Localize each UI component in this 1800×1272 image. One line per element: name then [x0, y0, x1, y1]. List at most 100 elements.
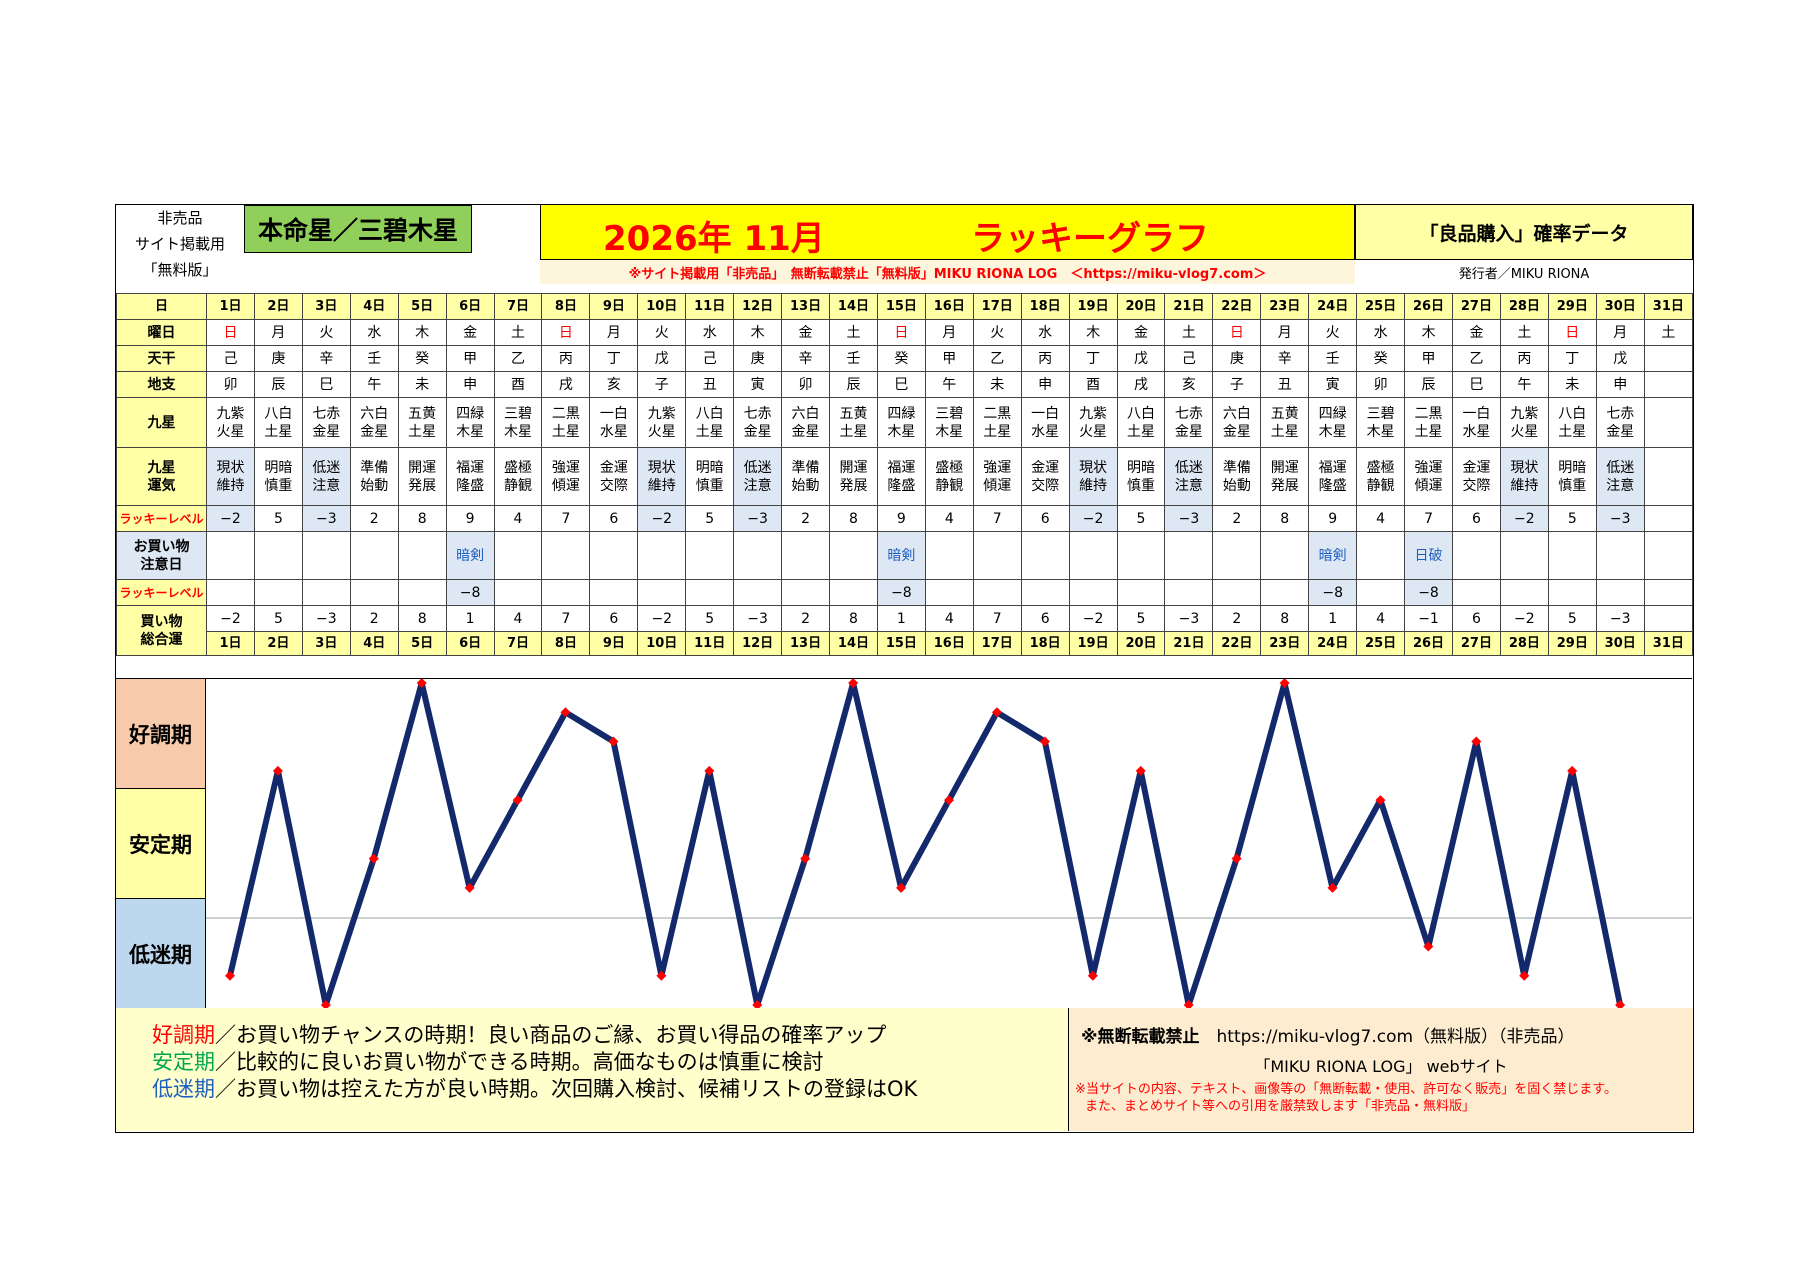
caution-cell [1260, 531, 1310, 580]
day-cell: 17日 [972, 293, 1022, 320]
lucky-level-cell: −3 [1595, 505, 1645, 532]
day-cell: 20日 [1116, 293, 1166, 320]
lucky-level-cell: 9 [445, 505, 495, 532]
kyusei-luck-cell: 金運 交際 [589, 447, 639, 506]
kyusei-cell: 七赤 金星 [733, 397, 783, 448]
caution-level-cell [493, 579, 543, 606]
note-site-use: サイト掲載用 [134, 235, 225, 253]
chart-point [704, 765, 715, 776]
kyusei-l1: 五黄 [839, 405, 868, 422]
day-cell-bottom: 15日 [876, 631, 926, 656]
chart-point [1327, 882, 1338, 893]
caution-level-cell [1260, 579, 1310, 606]
day-cell: 6日 [445, 293, 495, 320]
day-cell-bottom: 28日 [1499, 631, 1549, 656]
caution-cell [253, 531, 303, 580]
copyright-line2: 「MIKU RIONA LOG」 webサイト [1254, 1057, 1508, 1076]
total-cell: −3 [733, 605, 783, 632]
day-cell: 5日 [397, 293, 447, 320]
kyusei-luck-cell: 低迷 注意 [1164, 447, 1214, 506]
caution-cell [1643, 531, 1694, 580]
day-cell: 15日 [876, 293, 926, 320]
lucky-level-cell: 4 [493, 505, 543, 532]
caution-level-cell [1451, 579, 1501, 606]
kyusei-luck-l2: 注意 [743, 477, 772, 494]
caution-cell [301, 531, 351, 580]
kyusei-cell: 九紫 火星 [206, 397, 255, 448]
chart-point [1135, 765, 1146, 776]
row-head-kyusei-luck: 九星 運気 [115, 447, 208, 506]
lucky-level-cell: 6 [1020, 505, 1070, 532]
daily-data-table: 日 1日 2日 3日 4日 5日 6日 7日 8日 9日 10日 11日 12日 13日 14日 15日 16日… [115, 293, 1694, 656]
day-cell-bottom: 17日 [972, 631, 1022, 656]
caution-cell [1068, 531, 1118, 580]
day-cell: 19日 [1068, 293, 1118, 320]
day-cell: 7日 [493, 293, 543, 320]
lucky-graph-sheet: 非売品 サイト掲載用 「無料版」 本命星／三碧木星 2026年 11月 ラッキー… [115, 204, 1694, 1133]
kyusei-luck-l2: 隆盛 [887, 477, 916, 494]
tenkan-cell: 己 [1164, 345, 1214, 372]
lucky-chart-area: 好調期 安定期 低迷期 [116, 678, 1692, 1010]
kyusei-cell: 四緑 木星 [1308, 397, 1358, 448]
lucky-level-cell: 4 [924, 505, 974, 532]
weekday-cell: 土 [493, 319, 543, 346]
chishi-cell: 申 [1595, 371, 1645, 398]
band-good-period: 好調期 [116, 679, 206, 789]
caution-cell: 暗剣 [445, 531, 495, 580]
total-cell: 2 [1212, 605, 1262, 632]
row-head-total-l1: 買い物 [140, 613, 183, 630]
kyusei-l2: 木星 [1318, 423, 1347, 440]
day-cell: 1日 [206, 293, 255, 320]
kyusei-luck-l2: 傾運 [551, 477, 580, 494]
chart-point [512, 795, 523, 806]
day-cell: 23日 [1260, 293, 1310, 320]
caution-level-cell [301, 579, 351, 606]
chart-point [896, 882, 907, 893]
total-cell: 8 [397, 605, 447, 632]
caution-level-cell [924, 579, 974, 606]
caution-level-cell: −8 [1308, 579, 1358, 606]
kyusei-l2: 土星 [1126, 423, 1155, 440]
kyusei-cell: 二黒 土星 [541, 397, 591, 448]
kyusei-l1: 八白 [1126, 405, 1155, 422]
legend-good-text: ／お買い物チャンスの時期！良い商品のご縁、お買い得品の確率アップ [215, 1023, 887, 1047]
kyusei-luck-cell: 強運 傾運 [1404, 447, 1453, 506]
kyusei-l1: 八白 [264, 405, 293, 422]
tenkan-cell: 乙 [1451, 345, 1501, 372]
kyusei-l1: 二黒 [983, 405, 1012, 422]
chart-point [1087, 970, 1098, 981]
chart-point [944, 795, 954, 806]
row-head-kyusei-luck-l1: 九星 [147, 459, 176, 476]
chishi-cell: 寅 [1308, 371, 1358, 398]
total-cell: −2 [1499, 605, 1549, 632]
kyusei-luck-l2: 静観 [1366, 477, 1395, 494]
kyusei-luck-l1: 明暗 [264, 459, 293, 476]
tenkan-cell: 丁 [1068, 345, 1118, 372]
weekday-cell: 金 [1116, 319, 1166, 346]
kyusei-l2: 木星 [935, 423, 964, 440]
caution-cell [349, 531, 399, 580]
kyusei-l1: 一白 [1462, 405, 1491, 422]
kyusei-cell: 八白 土星 [685, 397, 735, 448]
chart-point [608, 736, 619, 747]
tenkan-cell: 辛 [301, 345, 351, 372]
kyusei-l2: 火星 [1510, 423, 1539, 440]
kyusei-luck-l1: 低迷 [312, 459, 341, 476]
kyusei-luck-l1: 強運 [551, 459, 580, 476]
day-cell-bottom: 5日 [397, 631, 447, 656]
kyusei-cell: 二黒 土星 [1404, 397, 1453, 448]
caution-cell [781, 531, 830, 580]
lucky-level-cell [1643, 505, 1694, 532]
kyusei-luck-l2: 注意 [312, 477, 341, 494]
kyusei-l2: 水星 [1031, 423, 1060, 440]
caution-level-cell [1595, 579, 1645, 606]
day-cell: 26日 [1404, 293, 1453, 320]
kyusei-l1: 八白 [695, 405, 724, 422]
lucky-level-cell: 7 [1404, 505, 1453, 532]
chishi-cell: 未 [1547, 371, 1597, 398]
chart-point [1471, 736, 1482, 747]
kyusei-luck-l1: 盛極 [504, 459, 532, 476]
kyusei-l1: 四緑 [1318, 405, 1347, 422]
weekday-cell: 日 [1212, 319, 1262, 346]
total-cell: 7 [541, 605, 591, 632]
